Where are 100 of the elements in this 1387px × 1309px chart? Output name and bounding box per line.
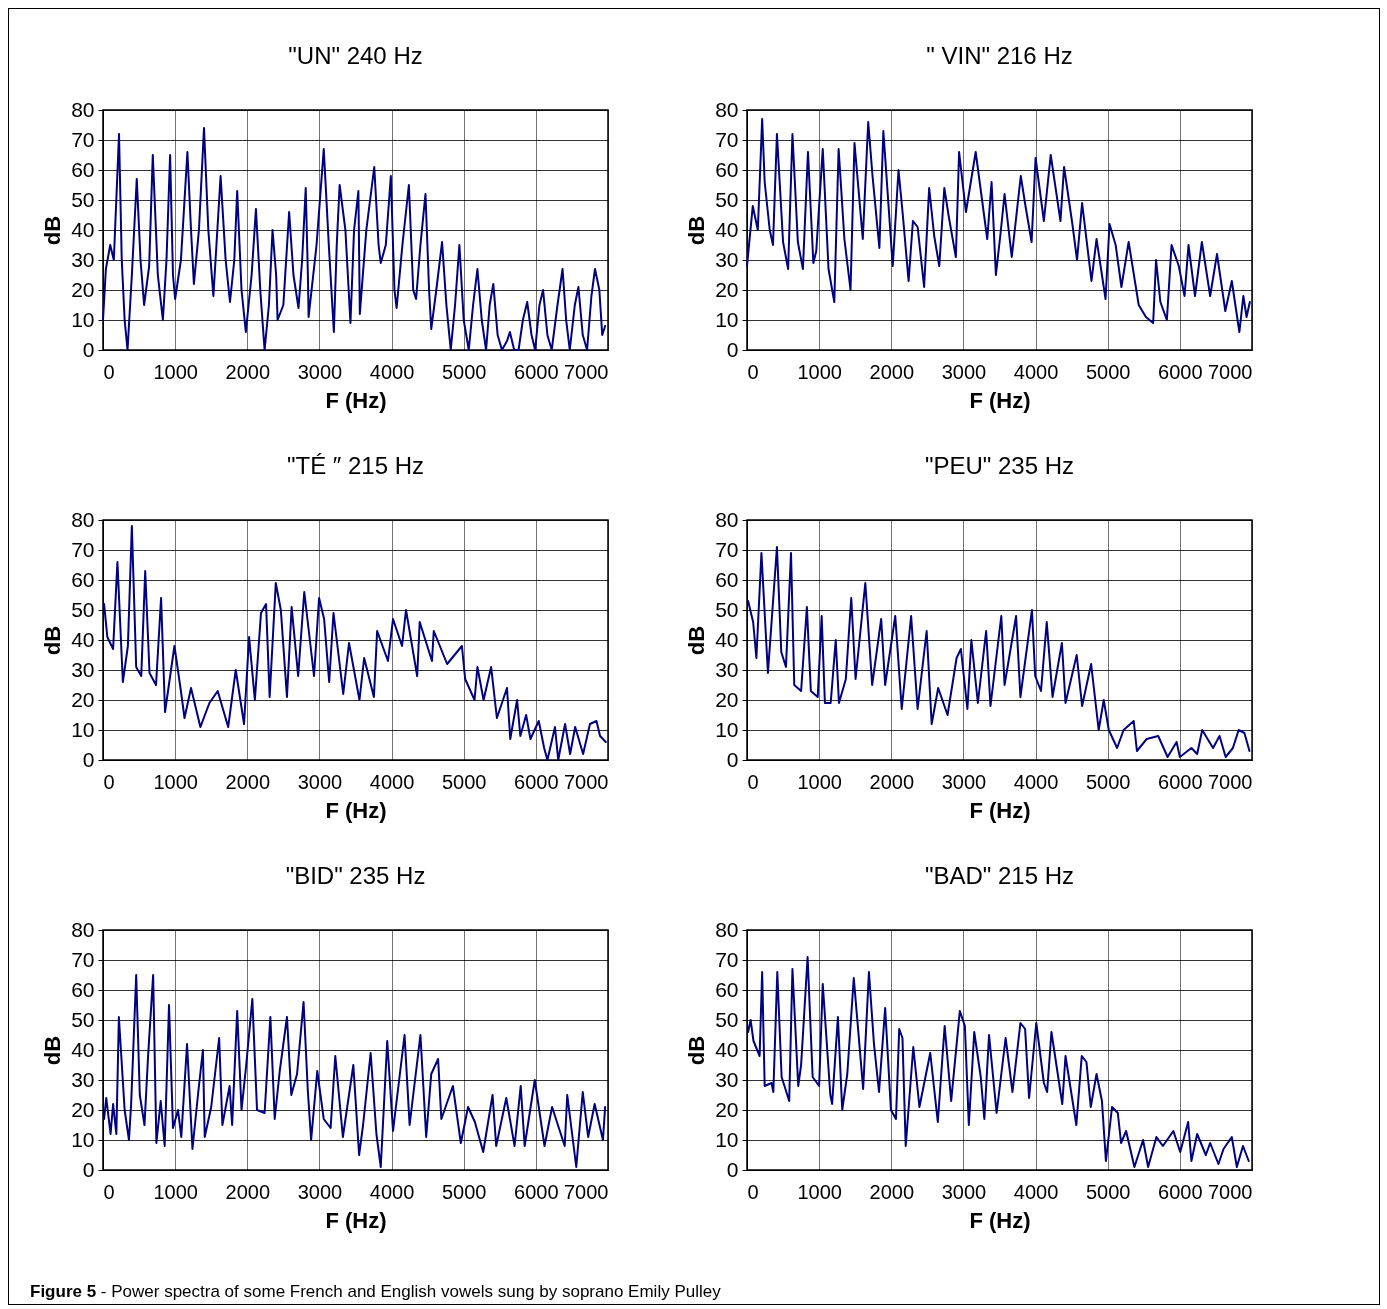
y-tick-label: 50 xyxy=(71,597,95,621)
y-tick-label: 30 xyxy=(715,657,739,681)
x-tick-label: 0 xyxy=(103,360,115,383)
x-tick-label: 4000 xyxy=(1013,770,1059,793)
x-tick-label: 3000 xyxy=(297,360,343,383)
y-tick-label: 0 xyxy=(726,1157,739,1181)
x-axis-title: F (Hz) xyxy=(325,1207,387,1233)
x-tick-label: 0 xyxy=(747,360,759,383)
caption: Figure 5 - Power spectra of some French and English vowels sung by soprano Emily Pulley xyxy=(30,1282,721,1302)
chart-title: "TÉ ″ 215 Hz xyxy=(286,452,425,479)
chart-title: "UN" 240 Hz xyxy=(288,42,423,69)
y-tick-label: 80 xyxy=(71,97,95,121)
y-tick-label: 80 xyxy=(715,507,739,531)
y-tick-label: 60 xyxy=(71,157,95,181)
x-tick-label: 2000 xyxy=(869,1180,915,1203)
x-tick-label: 1000 xyxy=(797,770,842,793)
y-tick-label: 30 xyxy=(715,247,739,271)
x-tick-label: 1000 xyxy=(797,1180,842,1203)
y-tick-label: 60 xyxy=(715,567,739,591)
x-tick-label: 2000 xyxy=(869,770,915,793)
x-tick-label: 1000 xyxy=(153,770,198,793)
y-tick-label: 30 xyxy=(71,247,95,271)
x-tick-label: 5000 xyxy=(1085,360,1131,383)
x-tick-label: 6000 xyxy=(1158,1180,1203,1203)
y-axis-title: dB xyxy=(684,625,710,656)
y-tick-label: 40 xyxy=(715,627,739,651)
chart-title: "BID" 235 Hz xyxy=(285,862,426,889)
y-tick-label: 40 xyxy=(71,1037,95,1061)
y-tick-label: 20 xyxy=(715,687,739,711)
x-tick-label: 4000 xyxy=(369,360,415,383)
y-tick-label: 80 xyxy=(715,97,739,121)
y-tick-label: 40 xyxy=(715,1037,739,1061)
x-tick-label: 6000 xyxy=(1158,770,1203,793)
y-tick-label: 10 xyxy=(71,717,95,741)
y-tick-label: 30 xyxy=(71,1067,95,1091)
y-tick-label: 40 xyxy=(71,627,95,651)
y-tick-label: 30 xyxy=(715,1067,739,1091)
x-tick-label: 6000 xyxy=(514,360,559,383)
x-axis-title: F (Hz) xyxy=(969,797,1031,823)
y-axis-title: dB xyxy=(40,625,66,656)
x-tick-label: 5000 xyxy=(441,360,487,383)
y-tick-label: 10 xyxy=(715,717,739,741)
x-tick-label: 3000 xyxy=(941,360,987,383)
y-tick-label: 50 xyxy=(715,1007,739,1031)
y-axis-title: dB xyxy=(684,1035,710,1066)
x-tick-label: 2000 xyxy=(225,770,271,793)
y-axis-title: dB xyxy=(40,1035,66,1066)
y-tick-label: 70 xyxy=(71,127,95,151)
y-tick-label: 80 xyxy=(71,917,95,941)
y-tick-label: 10 xyxy=(715,1127,739,1151)
x-tick-label: 4000 xyxy=(369,770,415,793)
x-tick-label: 3000 xyxy=(941,770,987,793)
x-tick-label: 2000 xyxy=(225,1180,271,1203)
y-tick-label: 60 xyxy=(71,977,95,1001)
y-tick-label: 10 xyxy=(71,307,95,331)
x-tick-label: 2000 xyxy=(869,360,915,383)
y-tick-label: 60 xyxy=(715,157,739,181)
x-tick-label: 7000 xyxy=(564,770,609,793)
y-axis-title: dB xyxy=(684,215,710,246)
y-tick-label: 50 xyxy=(715,187,739,211)
x-tick-label: 5000 xyxy=(441,770,487,793)
y-tick-label: 0 xyxy=(82,337,95,361)
chart-title: "PEU" 235 Hz xyxy=(924,452,1075,479)
x-tick-label: 5000 xyxy=(1085,1180,1131,1203)
x-tick-label: 6000 xyxy=(514,1180,559,1203)
y-tick-label: 20 xyxy=(71,1097,95,1121)
x-tick-label: 0 xyxy=(747,770,759,793)
y-tick-label: 0 xyxy=(726,747,739,771)
y-tick-label: 70 xyxy=(715,127,739,151)
y-tick-label: 50 xyxy=(71,1007,95,1031)
x-tick-label: 1000 xyxy=(153,1180,198,1203)
y-tick-label: 40 xyxy=(715,217,739,241)
y-tick-label: 50 xyxy=(715,597,739,621)
line-series xyxy=(746,118,1251,333)
y-tick-label: 20 xyxy=(715,1097,739,1121)
y-tick-label: 80 xyxy=(71,507,95,531)
x-tick-label: 7000 xyxy=(1208,770,1253,793)
chart-title: "BAD" 215 Hz xyxy=(924,862,1075,889)
x-axis-title: F (Hz) xyxy=(969,387,1031,413)
x-tick-label: 6000 xyxy=(1158,360,1203,383)
y-tick-label: 70 xyxy=(715,947,739,971)
y-tick-label: 70 xyxy=(71,947,95,971)
x-tick-label: 5000 xyxy=(441,1180,487,1203)
x-tick-label: 4000 xyxy=(1013,360,1059,383)
x-tick-label: 7000 xyxy=(1208,1180,1253,1203)
y-tick-label: 0 xyxy=(82,1157,95,1181)
y-tick-label: 20 xyxy=(715,277,739,301)
x-tick-label: 1000 xyxy=(153,360,198,383)
y-tick-label: 70 xyxy=(71,537,95,561)
x-tick-label: 2000 xyxy=(225,360,271,383)
y-tick-label: 70 xyxy=(715,537,739,561)
y-tick-label: 10 xyxy=(715,307,739,331)
y-tick-label: 60 xyxy=(715,977,739,1001)
x-tick-label: 0 xyxy=(103,1180,115,1203)
y-tick-label: 10 xyxy=(71,1127,95,1151)
y-tick-label: 40 xyxy=(71,217,95,241)
x-tick-label: 4000 xyxy=(1013,1180,1059,1203)
x-tick-label: 0 xyxy=(747,1180,759,1203)
y-tick-label: 30 xyxy=(71,657,95,681)
y-tick-label: 80 xyxy=(715,917,739,941)
